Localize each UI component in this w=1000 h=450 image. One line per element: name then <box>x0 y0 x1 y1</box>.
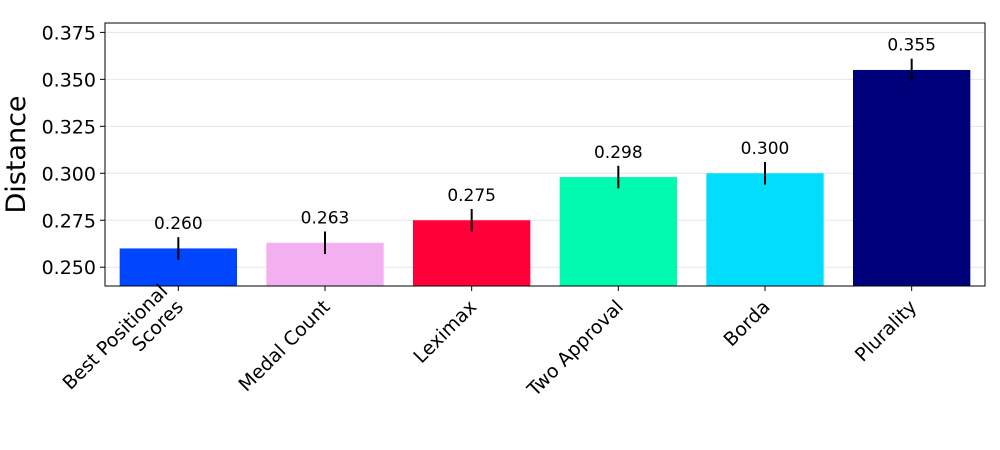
plot-frame <box>104 22 986 287</box>
bar <box>706 173 824 286</box>
y-tick-label: 0.350 <box>42 69 96 91</box>
y-tick-label: 0.275 <box>42 210 96 232</box>
data-label: 0.260 <box>154 214 203 234</box>
x-axis-ticks: Best PositionalScores Medal Count Leximax T… <box>58 280 921 409</box>
data-labels: 0.260 0.263 0.275 0.298 0.300 0.355 <box>154 36 936 234</box>
data-label: 0.275 <box>447 186 496 206</box>
data-label: 0.298 <box>594 143 643 163</box>
y-tick-label: 0.250 <box>42 257 96 279</box>
x-tick-label: Plurality <box>851 296 921 366</box>
data-label: 0.300 <box>741 139 790 159</box>
y-axis-ticks: 0.250 0.275 0.300 0.325 0.350 0.375 <box>42 22 105 279</box>
x-tick-label: Best PositionalScores <box>58 280 187 409</box>
x-tick-label: Borda <box>719 296 774 351</box>
x-tick-label: Medal Count <box>234 296 334 396</box>
y-tick-label: 0.375 <box>42 22 96 44</box>
y-tick-label: 0.300 <box>42 163 96 185</box>
bar <box>559 177 677 286</box>
grid-lines <box>105 31 985 268</box>
data-label: 0.263 <box>301 209 350 229</box>
x-tick-label: Two Approval <box>523 296 628 401</box>
bars <box>119 69 971 286</box>
y-tick-label: 0.325 <box>42 116 96 138</box>
bar <box>853 69 971 286</box>
x-tick-label: Leximax <box>409 296 481 368</box>
y-axis-title: Distance <box>1 95 32 213</box>
data-label: 0.355 <box>887 36 936 56</box>
error-bars <box>177 58 913 260</box>
